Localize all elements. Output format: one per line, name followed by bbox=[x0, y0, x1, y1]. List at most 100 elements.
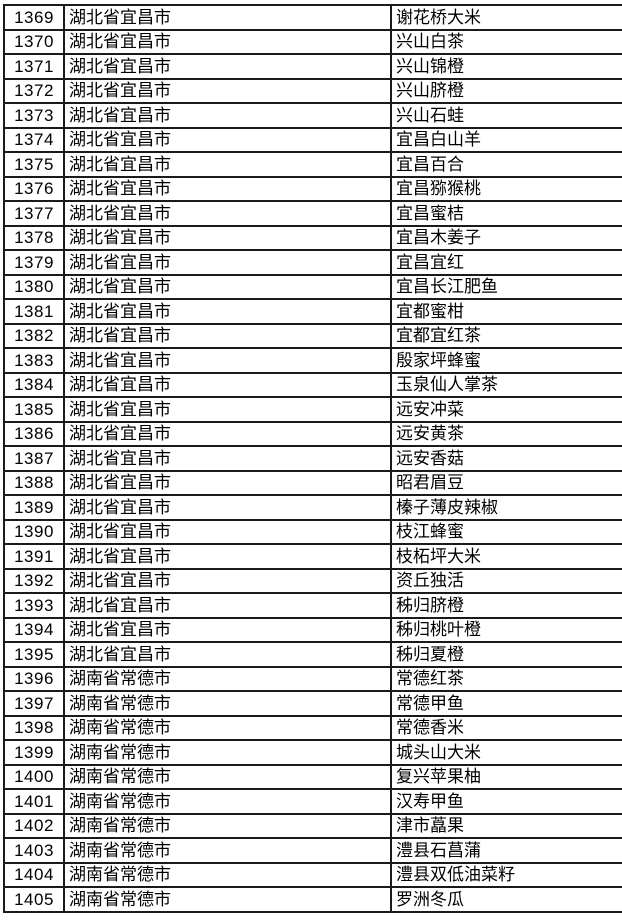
table-row: 1393 湖北省宜昌市 秭归脐橙 bbox=[3, 592, 622, 619]
product-cell: 城头山大米 bbox=[390, 739, 622, 766]
table-row: 1403 湖南省常德市 澧县石菖蒲 bbox=[3, 837, 622, 864]
region-cell: 湖北省宜昌市 bbox=[63, 298, 392, 325]
row-number-cell: 1386 bbox=[3, 420, 65, 447]
row-number-cell: 1397 bbox=[3, 690, 65, 717]
product-cell: 殷家坪蜂蜜 bbox=[390, 347, 622, 374]
region-cell: 湖南省常德市 bbox=[63, 714, 392, 741]
region-cell: 湖北省宜昌市 bbox=[63, 4, 392, 31]
table-row: 1370 湖北省宜昌市 兴山白茶 bbox=[3, 28, 622, 55]
row-number-cell: 1392 bbox=[3, 567, 65, 594]
region-cell: 湖北省宜昌市 bbox=[63, 445, 392, 472]
table-row: 1401 湖南省常德市 汉寿甲鱼 bbox=[3, 788, 622, 815]
product-cell: 澧县双低油菜籽 bbox=[390, 861, 622, 888]
region-cell: 湖北省宜昌市 bbox=[63, 641, 392, 668]
product-cell: 宜都蜜柑 bbox=[390, 298, 622, 325]
row-number-cell: 1378 bbox=[3, 224, 65, 251]
product-cell: 昭君眉豆 bbox=[390, 469, 622, 496]
table-row: 1398 湖南省常德市 常德香米 bbox=[3, 714, 622, 741]
product-cell: 宜昌蜜桔 bbox=[390, 200, 622, 227]
region-cell: 湖北省宜昌市 bbox=[63, 494, 392, 521]
product-cell: 兴山脐橙 bbox=[390, 77, 622, 104]
row-number-cell: 1400 bbox=[3, 763, 65, 790]
table-row: 1394 湖北省宜昌市 秭归桃叶橙 bbox=[3, 616, 622, 643]
region-cell: 湖北省宜昌市 bbox=[63, 420, 392, 447]
row-number-cell: 1374 bbox=[3, 126, 65, 153]
region-cell: 湖南省常德市 bbox=[63, 861, 392, 888]
product-cell: 兴山锦橙 bbox=[390, 53, 622, 80]
region-cell: 湖北省宜昌市 bbox=[63, 322, 392, 349]
product-cell: 枝江蜂蜜 bbox=[390, 518, 622, 545]
row-number-cell: 1369 bbox=[3, 4, 65, 31]
table-row: 1392 湖北省宜昌市 资丘独活 bbox=[3, 567, 622, 594]
table-row: 1387 湖北省宜昌市 远安香菇 bbox=[3, 445, 622, 472]
table-row: 1374 湖北省宜昌市 宜昌白山羊 bbox=[3, 126, 622, 153]
table-row: 1381 湖北省宜昌市 宜都蜜柑 bbox=[3, 298, 622, 325]
region-cell: 湖北省宜昌市 bbox=[63, 616, 392, 643]
region-cell: 湖北省宜昌市 bbox=[63, 249, 392, 276]
table-row: 1376 湖北省宜昌市 宜昌猕猴桃 bbox=[3, 175, 622, 202]
table-row: 1404 湖南省常德市 澧县双低油菜籽 bbox=[3, 861, 622, 888]
product-cell: 宜昌长江肥鱼 bbox=[390, 273, 622, 300]
table-row: 1372 湖北省宜昌市 兴山脐橙 bbox=[3, 77, 622, 104]
table-body: 1369 湖北省宜昌市 谢花桥大米 1370 湖北省宜昌市 兴山白茶 1371 湖北省宜昌市兴… bbox=[3, 4, 622, 913]
product-cell: 远安香菇 bbox=[390, 445, 622, 472]
region-cell: 湖南省常德市 bbox=[63, 837, 392, 864]
table-row: 1396 湖南省常德市 常德红茶 bbox=[3, 665, 622, 692]
row-number-cell: 1384 bbox=[3, 371, 65, 398]
row-number-cell: 1375 bbox=[3, 151, 65, 178]
region-cell: 湖南省常德市 bbox=[63, 886, 392, 913]
row-number-cell: 1396 bbox=[3, 665, 65, 692]
product-cell: 常德红茶 bbox=[390, 665, 622, 692]
row-number-cell: 1391 bbox=[3, 543, 65, 570]
row-number-cell: 1379 bbox=[3, 249, 65, 276]
table-row: 1399 湖南省常德市 城头山大米 bbox=[3, 739, 622, 766]
row-number-cell: 1383 bbox=[3, 347, 65, 374]
product-cell: 资丘独活 bbox=[390, 567, 622, 594]
region-cell: 湖北省宜昌市 bbox=[63, 102, 392, 129]
row-number-cell: 1399 bbox=[3, 739, 65, 766]
row-number-cell: 1404 bbox=[3, 861, 65, 888]
product-cell: 澧县石菖蒲 bbox=[390, 837, 622, 864]
table-row: 1390 湖北省宜昌市 枝江蜂蜜 bbox=[3, 518, 622, 545]
table-row: 1400 湖南省常德市 复兴苹果柚 bbox=[3, 763, 622, 790]
row-number-cell: 1401 bbox=[3, 788, 65, 815]
region-cell: 湖南省常德市 bbox=[63, 690, 392, 717]
table-row: 1391 湖北省宜昌市 枝柘坪大米 bbox=[3, 543, 622, 570]
table-row: 1375 湖北省宜昌市 宜昌百合 bbox=[3, 151, 622, 178]
product-cell: 远安黄茶 bbox=[390, 420, 622, 447]
row-number-cell: 1390 bbox=[3, 518, 65, 545]
table-row: 1385 湖北省宜昌市 远安冲菜 bbox=[3, 396, 622, 423]
table-row: 1377 湖北省宜昌市 宜昌蜜桔 bbox=[3, 200, 622, 227]
table-row: 1379 湖北省宜昌市 宜昌宜红 bbox=[3, 249, 622, 276]
region-cell: 湖北省宜昌市 bbox=[63, 518, 392, 545]
row-number-cell: 1371 bbox=[3, 53, 65, 80]
row-number-cell: 1370 bbox=[3, 28, 65, 55]
product-cell: 玉泉仙人掌茶 bbox=[390, 371, 622, 398]
product-cell: 谢花桥大米 bbox=[390, 4, 622, 31]
product-cell: 榛子薄皮辣椒 bbox=[390, 494, 622, 521]
table-row: 1378 湖北省宜昌市 宜昌木姜子 bbox=[3, 224, 622, 251]
region-cell: 湖南省常德市 bbox=[63, 763, 392, 790]
table-row: 1369 湖北省宜昌市 谢花桥大米 bbox=[3, 4, 622, 31]
table-row: 1380 湖北省宜昌市 宜昌长江肥鱼 bbox=[3, 273, 622, 300]
region-cell: 湖北省宜昌市 bbox=[63, 567, 392, 594]
table-row: 1373 湖北省宜昌市 兴山石蛙 bbox=[3, 102, 622, 129]
row-number-cell: 1387 bbox=[3, 445, 65, 472]
region-cell: 湖北省宜昌市 bbox=[63, 273, 392, 300]
row-number-cell: 1372 bbox=[3, 77, 65, 104]
region-cell: 湖北省宜昌市 bbox=[63, 53, 392, 80]
product-cell: 秭归脐橙 bbox=[390, 592, 622, 619]
table-row: 1402 湖南省常德市 津市藠果 bbox=[3, 812, 622, 839]
table-row: 1383 湖北省宜昌市 殷家坪蜂蜜 bbox=[3, 347, 622, 374]
region-cell: 湖北省宜昌市 bbox=[63, 396, 392, 423]
region-cell: 湖南省常德市 bbox=[63, 788, 392, 815]
row-number-cell: 1376 bbox=[3, 175, 65, 202]
product-cell: 宜昌宜红 bbox=[390, 249, 622, 276]
region-cell: 湖南省常德市 bbox=[63, 739, 392, 766]
table-row: 1386 湖北省宜昌市 远安黄茶 bbox=[3, 420, 622, 447]
region-cell: 湖南省常德市 bbox=[63, 812, 392, 839]
row-number-cell: 1377 bbox=[3, 200, 65, 227]
product-cell: 津市藠果 bbox=[390, 812, 622, 839]
product-cell: 常德甲鱼 bbox=[390, 690, 622, 717]
table-row: 1389 湖北省宜昌市 榛子薄皮辣椒 bbox=[3, 494, 622, 521]
